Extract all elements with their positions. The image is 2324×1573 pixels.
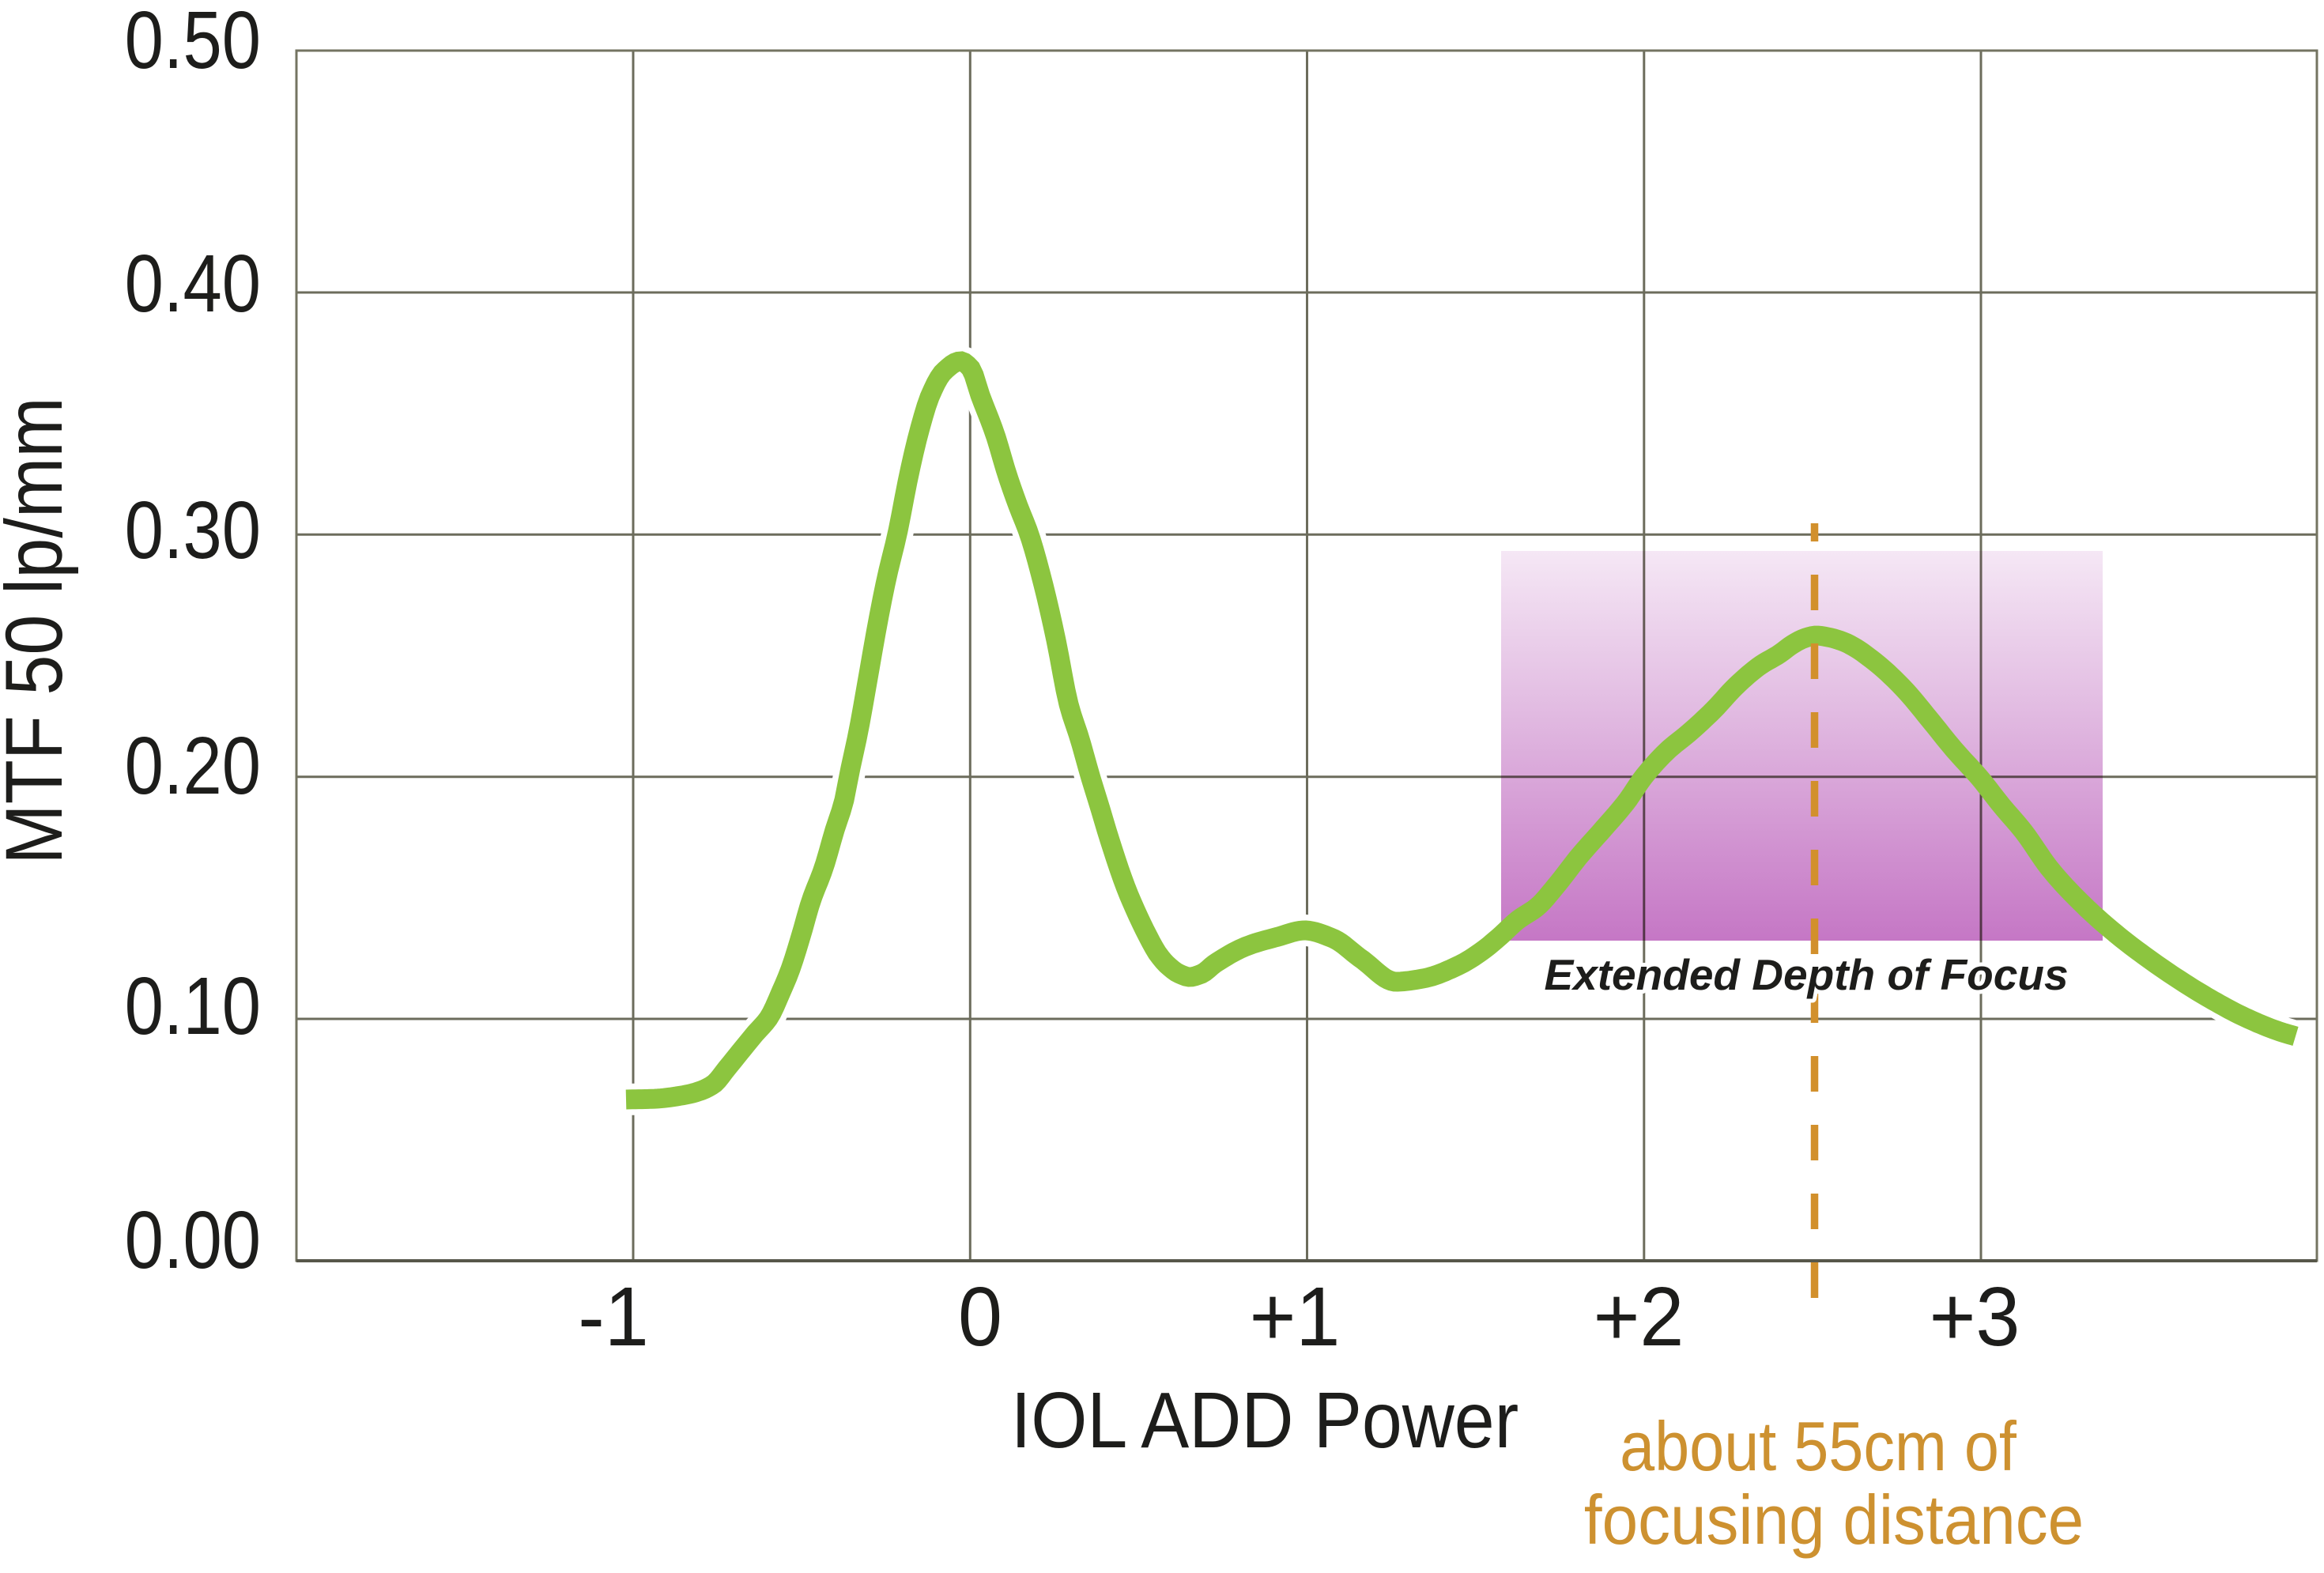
svg-text:MTF 50 lp/mm: MTF 50 lp/mm [0, 397, 79, 865]
svg-text:focusing distance: focusing distance [1584, 1481, 2084, 1559]
svg-text:0.10: 0.10 [125, 961, 261, 1052]
svg-text:0: 0 [958, 1269, 1002, 1364]
svg-text:0.00: 0.00 [125, 1195, 261, 1286]
svg-text:0.30: 0.30 [125, 485, 261, 576]
svg-text:about 55cm of: about 55cm of [1620, 1407, 2017, 1485]
svg-text:-1: -1 [578, 1269, 649, 1364]
svg-text:Extended Depth of Focus: Extended Depth of Focus [1544, 950, 2068, 999]
svg-text:0.50: 0.50 [125, 0, 261, 86]
svg-text:+2: +2 [1594, 1269, 1685, 1364]
svg-text:IOL ADD Power: IOL ADD Power [1011, 1376, 1519, 1465]
svg-text:0.40: 0.40 [125, 239, 261, 330]
svg-text:+1: +1 [1250, 1269, 1341, 1364]
svg-text:+3: +3 [1930, 1269, 2020, 1364]
svg-text:0.20: 0.20 [125, 721, 261, 812]
